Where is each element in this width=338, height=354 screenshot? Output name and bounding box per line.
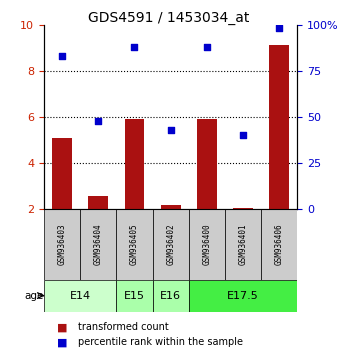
Text: transformed count: transformed count [78, 322, 168, 332]
Bar [88, 196, 108, 209]
FancyBboxPatch shape [116, 280, 152, 312]
Bar [52, 137, 72, 209]
Text: GSM936404: GSM936404 [94, 223, 103, 265]
FancyBboxPatch shape [225, 209, 261, 280]
Text: E16: E16 [160, 291, 181, 301]
Bar [269, 45, 289, 209]
Point [59, 53, 65, 59]
FancyBboxPatch shape [261, 209, 297, 280]
Text: GSM936400: GSM936400 [202, 223, 211, 265]
FancyBboxPatch shape [80, 209, 116, 280]
Text: percentile rank within the sample: percentile rank within the sample [78, 337, 243, 347]
FancyBboxPatch shape [152, 209, 189, 280]
Point [276, 25, 282, 31]
Text: GSM936403: GSM936403 [57, 223, 67, 265]
Point [168, 127, 173, 132]
Point [132, 44, 137, 50]
Bar [197, 119, 217, 209]
Text: GSM936402: GSM936402 [166, 223, 175, 265]
Text: GSM936401: GSM936401 [239, 223, 248, 265]
Bar [233, 208, 253, 209]
Text: E14: E14 [70, 291, 91, 301]
FancyBboxPatch shape [189, 209, 225, 280]
FancyBboxPatch shape [44, 209, 80, 280]
Text: E15: E15 [124, 291, 145, 301]
FancyBboxPatch shape [44, 280, 116, 312]
Text: GSM936405: GSM936405 [130, 223, 139, 265]
FancyBboxPatch shape [189, 280, 297, 312]
Point [204, 44, 210, 50]
Bar [124, 119, 144, 209]
Text: ■: ■ [57, 337, 68, 347]
Point [96, 118, 101, 123]
Text: E17.5: E17.5 [227, 291, 259, 301]
Text: ■: ■ [57, 322, 68, 332]
FancyBboxPatch shape [152, 280, 189, 312]
Point [240, 132, 246, 138]
Text: GDS4591 / 1453034_at: GDS4591 / 1453034_at [88, 11, 250, 25]
Bar [161, 205, 180, 209]
Text: age: age [25, 291, 44, 301]
FancyBboxPatch shape [116, 209, 152, 280]
Text: GSM936406: GSM936406 [275, 223, 284, 265]
